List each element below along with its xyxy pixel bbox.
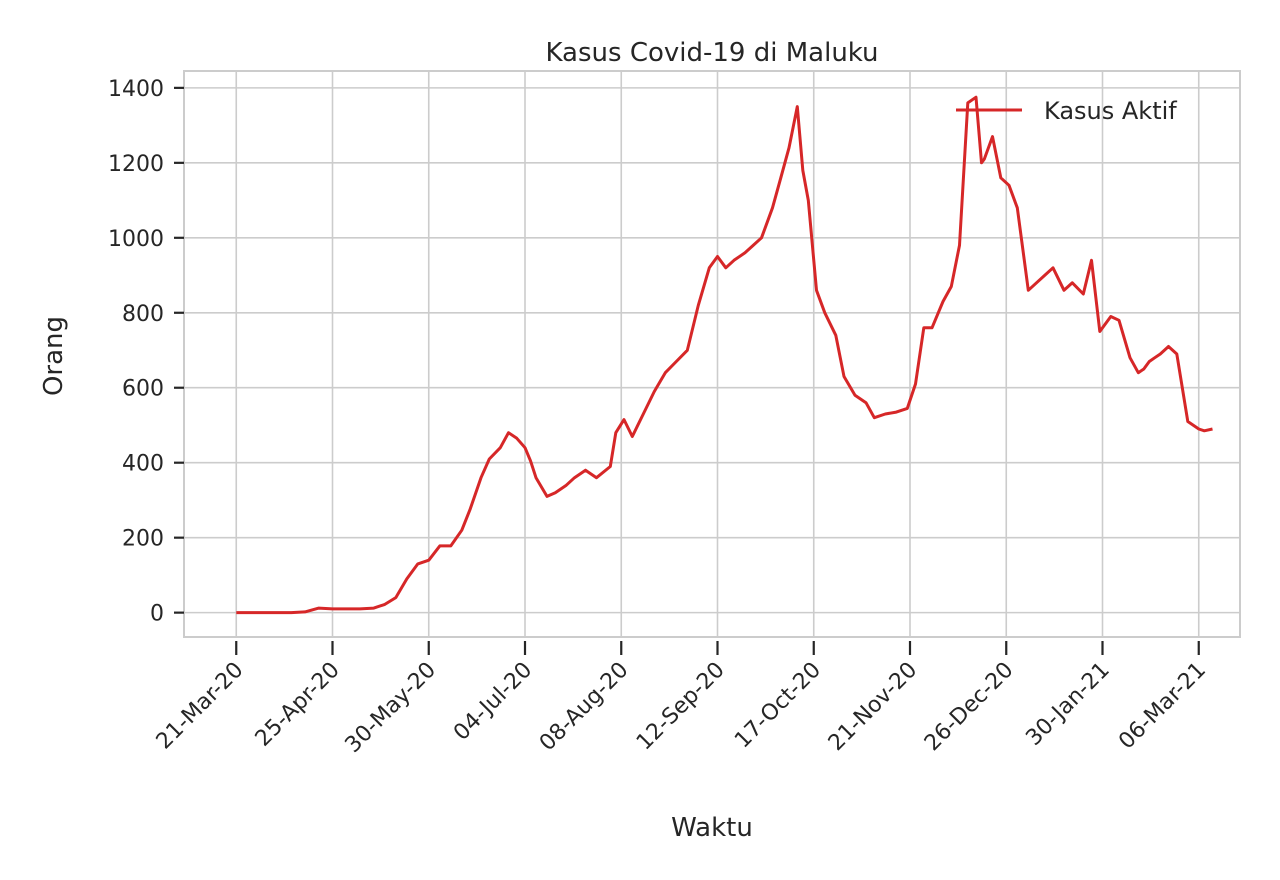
x-tick-label: 12-Sep-20	[632, 658, 730, 756]
y-tick-label: 200	[122, 527, 164, 552]
series-line	[236, 95, 1213, 615]
y-tick-label: 400	[122, 452, 164, 477]
legend: Kasus Aktif	[956, 97, 1177, 125]
y-tick-label: 0	[150, 602, 164, 627]
y-tick-label: 800	[122, 302, 164, 327]
x-tick-label: 08-Aug-20	[535, 658, 634, 757]
x-tick-label: 17-Oct-20	[730, 658, 826, 754]
grid-layer	[184, 71, 1240, 637]
y-axis-label: Orang	[39, 316, 69, 396]
tick-layer: 0 200 400 600 800 1000 1200 1400 21-Mar-20 25-Apr…	[108, 77, 1211, 758]
x-tick-label: 25-Apr-20	[251, 658, 345, 752]
y-tick-label: 1400	[108, 77, 164, 102]
x-tick-label: 21-Nov-20	[824, 658, 922, 756]
x-tick-label: 30-Jan-21	[1021, 658, 1114, 751]
x-tick-label: 26-Dec-20	[920, 658, 1019, 757]
series-layer	[236, 95, 1213, 615]
x-tick-label: 21-Mar-20	[152, 658, 249, 755]
plot-frame	[183, 70, 1241, 638]
x-tick-label: 04-Jul-20	[449, 658, 537, 746]
y-tick-label: 1000	[108, 227, 164, 252]
x-tick-label: 06-Mar-21	[1114, 658, 1211, 755]
legend-label: Kasus Aktif	[1044, 97, 1177, 125]
y-tick-label: 600	[122, 377, 164, 402]
x-axis-label: Waktu	[671, 813, 753, 843]
chart-title: Kasus Covid-19 di Maluku	[545, 38, 878, 68]
x-tick-label: 30-May-20	[341, 658, 441, 758]
y-tick-label: 1200	[108, 152, 164, 177]
